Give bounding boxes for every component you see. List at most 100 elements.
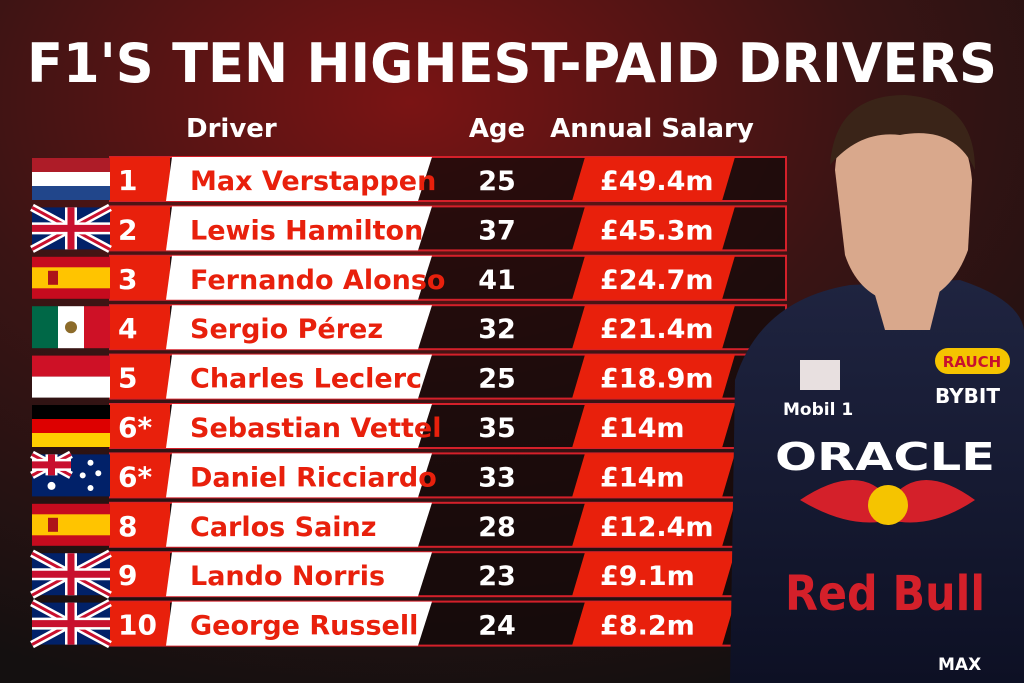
flag-cross (32, 602, 110, 645)
salary: £12.4m (600, 512, 714, 543)
flag-star (47, 481, 56, 490)
flag-cross (32, 553, 110, 596)
salary: £24.7m (600, 265, 714, 296)
driver-cell (166, 255, 432, 300)
flag-emblem (65, 321, 77, 334)
rank-cell (110, 404, 170, 448)
rank: 10 (118, 609, 157, 642)
driver-name: Lando Norris (190, 561, 385, 592)
salary-cell (572, 404, 735, 448)
flag-stripe (32, 172, 110, 186)
rank: 9 (118, 559, 137, 592)
rank-cell (110, 601, 170, 646)
column-header: Annual Salary (550, 114, 754, 144)
flag-stripe (32, 433, 110, 447)
flag-stripe (32, 514, 110, 536)
driver-photo (730, 95, 1024, 683)
driver-name: Sebastian Vettel (190, 413, 442, 444)
driver-name: Fernando Alonso (190, 265, 445, 296)
rank: 6* (118, 411, 152, 444)
salary: £21.4m (600, 314, 714, 345)
salary-cell (572, 354, 735, 399)
rank-cell (110, 354, 170, 399)
age: 23 (478, 561, 516, 592)
title: F1'S TEN HIGHEST-PAID DRIVERS (27, 32, 997, 95)
salary-cell (572, 502, 735, 547)
flag-cross (32, 454, 71, 476)
salary: £49.4m (600, 166, 714, 197)
driver-cell (166, 404, 432, 448)
age: 35 (478, 413, 516, 444)
table-row: 6* Daniel Ricciardo 33 £14m (30, 450, 787, 499)
rank-cell (110, 453, 170, 498)
table-row: 2 Lewis Hamilton 37 £45.3m (30, 203, 787, 253)
age: 24 (478, 611, 516, 642)
flag-stripe (84, 306, 110, 349)
table-row: 8 Carlos Sainz 28 £12.4m (32, 501, 787, 548)
flag-stripe (32, 376, 110, 398)
column-header: Driver (186, 114, 277, 144)
driver-cell (166, 206, 432, 251)
table-row: 9 Lando Norris 23 £9.1m (30, 549, 787, 599)
salary-cell (572, 601, 735, 646)
driver-cell (166, 305, 432, 350)
salary-cell (572, 305, 735, 350)
age: 33 (478, 462, 516, 493)
driver-cell (166, 601, 432, 646)
salary-cell (572, 157, 735, 201)
flag-star (79, 472, 86, 479)
flag (32, 405, 110, 447)
salary-cell (572, 453, 735, 498)
flag (32, 158, 110, 200)
rank: 3 (118, 263, 137, 296)
flag-star (87, 459, 94, 466)
salary: £45.3m (600, 215, 714, 246)
driver-cell (166, 552, 432, 597)
flag-emblem (48, 270, 58, 285)
flag-stripe (32, 158, 110, 172)
age: 25 (478, 364, 516, 395)
table-row: 5 Charles Leclerc 25 £18.9m (32, 353, 787, 400)
salary: £14m (600, 462, 685, 493)
driver-cell (166, 354, 432, 399)
table: 1 Max Verstappen 25 £49.4m 2 Lewis Hamilton 37… (30, 156, 787, 649)
rank: 5 (118, 362, 137, 395)
table-row: 10 George Russell 24 £8.2m (30, 599, 787, 649)
rank: 4 (118, 312, 137, 345)
flag (30, 203, 112, 253)
flag-cross (32, 207, 110, 250)
rank: 6* (118, 460, 152, 493)
driver-name: Daniel Ricciardo (190, 462, 437, 493)
flag-stripe (32, 419, 110, 433)
flag (30, 549, 112, 599)
logo: MAX (938, 655, 981, 675)
rank-cell (110, 206, 170, 251)
age: 25 (478, 166, 516, 197)
column-header: Age (469, 114, 525, 144)
driver-name: George Russell (190, 611, 418, 642)
flag-star (87, 485, 94, 491)
rank: 1 (118, 164, 137, 197)
flag-stripe (32, 355, 110, 377)
rank: 8 (118, 510, 137, 543)
logo: BYBIT (935, 384, 1000, 408)
driver-name: Carlos Sainz (190, 512, 376, 543)
logo: RAUCH (943, 353, 1001, 371)
age: 28 (478, 512, 516, 543)
table-row: 1 Max Verstappen 25 £49.4m (32, 156, 787, 202)
rank-cell (110, 305, 170, 350)
flag-stripe (32, 306, 58, 349)
driver-name: Lewis Hamilton (190, 215, 423, 246)
flag-stripe (32, 267, 110, 289)
driver-name: Charles Leclerc (190, 364, 422, 395)
logo: ORACLE (775, 435, 995, 479)
flag (32, 306, 110, 349)
logo: Mobil 1 (783, 400, 853, 420)
rank: 2 (118, 213, 137, 246)
flag-star (95, 470, 102, 477)
flag (32, 355, 110, 398)
age: 32 (478, 314, 516, 345)
driver-cell (166, 453, 432, 498)
flag-emblem (48, 517, 58, 532)
